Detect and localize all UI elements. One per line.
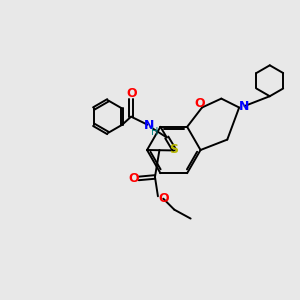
Text: O: O <box>158 192 169 205</box>
Text: H: H <box>151 128 159 137</box>
Text: O: O <box>128 172 139 185</box>
Text: O: O <box>126 87 137 100</box>
Text: O: O <box>195 97 205 110</box>
Text: N: N <box>239 100 250 112</box>
Text: S: S <box>169 143 178 156</box>
Text: N: N <box>144 119 154 132</box>
